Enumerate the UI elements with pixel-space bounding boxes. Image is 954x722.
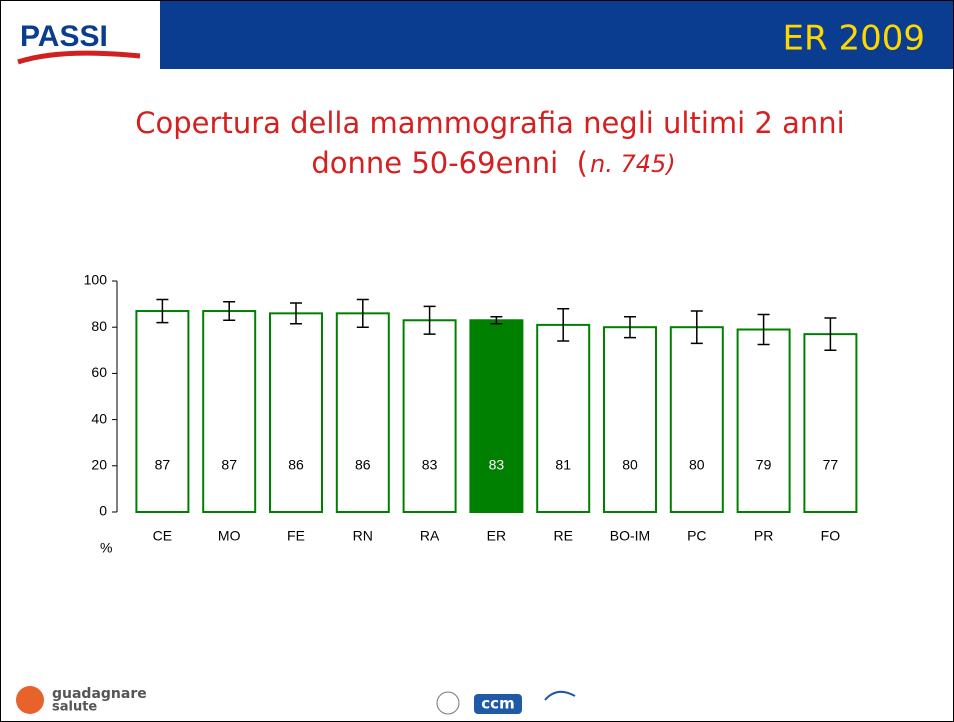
chart-subtitle: donne 50-69enni (	[311, 146, 588, 180]
region-label: ER 2009	[783, 19, 925, 59]
error-bar	[356, 298, 369, 328]
error-bar	[624, 316, 636, 339]
x-tick-label: FO	[821, 528, 841, 544]
value-label: 83	[422, 457, 438, 473]
value-label: 77	[823, 457, 839, 473]
y-tick-label: 60	[91, 364, 107, 380]
error-bar	[490, 316, 503, 325]
bar	[335, 312, 390, 513]
footer-logo-text: salute	[52, 700, 97, 715]
logo: PASSI	[20, 20, 108, 53]
x-tick-label: RA	[420, 528, 440, 544]
error-bar	[290, 302, 302, 325]
y-tick-label: 0	[99, 503, 107, 519]
bar	[202, 310, 257, 513]
value-label: 87	[221, 457, 237, 473]
x-tick-label: PC	[687, 528, 706, 544]
value-label: 80	[622, 457, 638, 473]
value-label: 86	[355, 457, 371, 473]
x-tick-label: RE	[553, 528, 572, 544]
value-label: 80	[689, 457, 705, 473]
y-unit: %	[100, 540, 112, 556]
error-bar	[824, 317, 837, 352]
error-bar	[423, 305, 436, 335]
bar	[469, 319, 524, 513]
bar	[536, 323, 591, 514]
footer-logo-icon	[16, 686, 44, 714]
error-bar	[757, 313, 770, 346]
value-label: 79	[756, 457, 772, 473]
x-tick-label: PR	[754, 528, 773, 544]
value-label: 83	[489, 457, 505, 473]
x-tick-label: BO-IM	[610, 528, 650, 544]
bar	[603, 326, 657, 514]
sample-size: n. 745)	[590, 150, 676, 178]
footer-emblem	[436, 691, 460, 715]
bar	[736, 328, 791, 514]
chart-title: Copertura della mammografia negli ultimi…	[135, 106, 844, 140]
bar	[803, 333, 858, 513]
x-tick-label: CE	[153, 528, 172, 544]
bar	[269, 312, 323, 513]
y-tick-label: 20	[91, 457, 107, 473]
bar	[669, 326, 724, 514]
y-tick-label: 100	[84, 272, 108, 288]
ccm-logo: ccm	[481, 695, 514, 713]
bar	[402, 319, 457, 513]
error-bar	[156, 298, 169, 324]
bar	[135, 310, 190, 513]
y-tick-label: 80	[91, 318, 107, 334]
ccm-logo-box	[474, 694, 522, 714]
header-band	[160, 1, 953, 69]
footer-logo-text: guadagnare	[52, 686, 147, 702]
x-tick-label: MO	[218, 528, 241, 544]
value-label: 81	[555, 457, 571, 473]
error-bar	[223, 301, 236, 322]
value-label: 86	[288, 457, 304, 473]
x-tick-label: FE	[287, 528, 305, 544]
x-tick-label: ER	[487, 528, 506, 544]
error-bar	[690, 310, 703, 345]
logo-swoosh	[17, 50, 141, 65]
value-label: 87	[155, 457, 171, 473]
y-tick-label: 40	[91, 410, 107, 426]
footer-logo-3	[544, 690, 576, 701]
x-tick-label: RN	[353, 528, 373, 544]
error-bar	[557, 307, 570, 342]
